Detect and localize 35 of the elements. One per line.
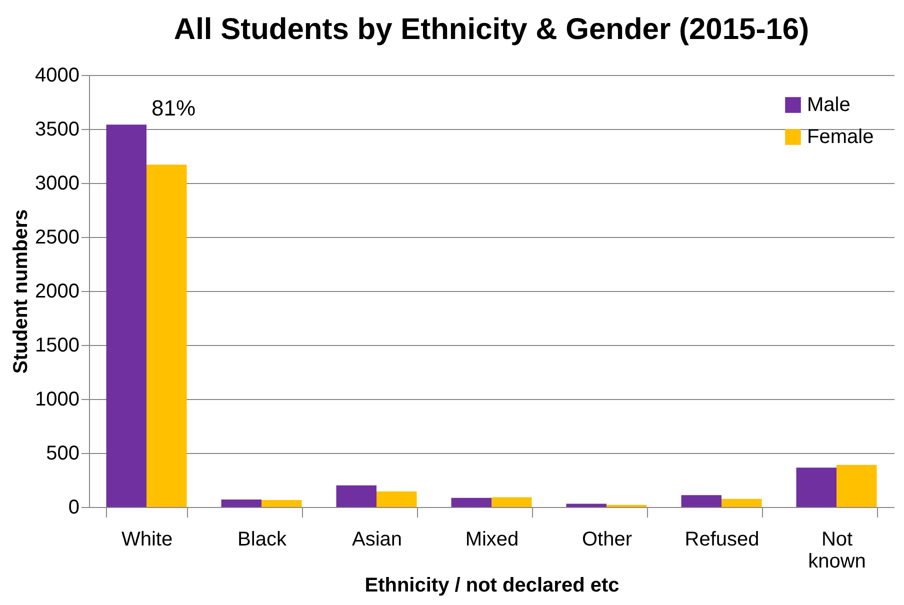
x-tick-label: Refused (684, 528, 760, 550)
bar (722, 498, 762, 507)
y-tick-label: 2500 (35, 226, 80, 248)
y-tick-label: 3000 (35, 172, 80, 194)
y-tick-label: 1000 (35, 388, 80, 410)
y-axis-title: Student numbers (10, 209, 32, 374)
bar (376, 491, 417, 507)
y-tick-label: 2000 (35, 280, 80, 302)
bar (262, 500, 302, 507)
bar (336, 485, 376, 507)
y-tick-label: 500 (46, 442, 80, 464)
bar (566, 504, 606, 507)
x-tick-label: Other (582, 528, 632, 550)
bar (221, 499, 262, 507)
y-tick-label: 4000 (35, 64, 80, 86)
chart-title: All Students by Ethnicity & Gender (2015-16) (174, 13, 810, 46)
bar (836, 464, 877, 507)
x-tick-label: Black (238, 528, 288, 550)
x-tick-label: Not known (808, 528, 866, 572)
bar (492, 497, 532, 507)
x-axis-title: Ethnicity / not declared etc (364, 574, 620, 596)
legend-label: Female (807, 126, 874, 148)
legend-label: Male (807, 94, 850, 116)
y-tick-label: 1500 (35, 334, 80, 356)
bar (681, 495, 722, 507)
y-tick-label: 3500 (35, 118, 80, 140)
x-tick-label: Asian (352, 528, 402, 550)
x-tick-label: Mixed (465, 528, 519, 550)
bar (796, 468, 836, 507)
bar (106, 124, 146, 507)
x-tick-label: White (121, 528, 173, 550)
annotation: 81% (152, 96, 196, 121)
y-tick-label: 0 (68, 496, 80, 518)
bar (451, 498, 492, 507)
bar (146, 164, 187, 507)
